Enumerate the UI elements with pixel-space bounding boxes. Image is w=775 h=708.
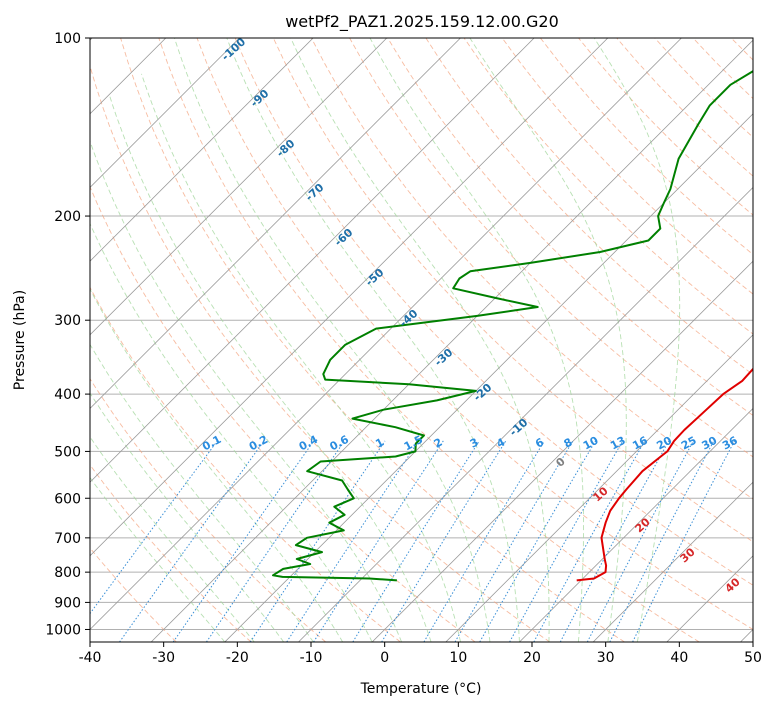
dry-adiabat-line: [90, 464, 252, 642]
isotherm-line: [298, 186, 753, 642]
mixing-ratio-line: [172, 440, 315, 642]
x-tick-label: 30: [597, 650, 615, 666]
moist-adiabat-line: [109, 95, 432, 642]
x-axis-label: Temperature (°C): [360, 681, 482, 697]
isotherm-line: [90, 38, 609, 557]
dry-adiabat-line: [90, 547, 177, 642]
moist-adiabat-line: [469, 38, 627, 642]
isotherm-line: [90, 38, 461, 410]
dry-adiabat-line: [158, 38, 700, 642]
mixing-ratio-line: [352, 440, 480, 642]
background-lines: [90, 38, 775, 642]
mixing-ratio-label: 20: [654, 434, 674, 453]
mixing-ratio-line: [286, 440, 420, 642]
dry-adiabat-line: [120, 38, 625, 642]
mixing-ratio-label: 25: [679, 434, 699, 453]
moist-adiabat-line: [90, 288, 344, 642]
y-tick-label: 400: [54, 387, 81, 403]
dry-adiabat-line: [501, 38, 753, 295]
mixing-ratio-line: [381, 440, 507, 642]
y-tick-label: 300: [54, 313, 81, 329]
plot-frame: [89, 37, 754, 643]
y-tick-label: 900: [54, 595, 81, 611]
moist-adiabat-line: [90, 436, 255, 642]
y-tick-label: 600: [54, 491, 81, 507]
mixing-ratio-label: 10: [581, 434, 601, 453]
isotherm-line: [519, 407, 753, 642]
x-tick-label: -20: [226, 650, 249, 666]
mixing-ratio-label: 36: [720, 434, 740, 453]
isotherm-line: [150, 39, 753, 642]
moist-adiabat-line: [369, 38, 584, 642]
moist-adiabat-line: [226, 38, 520, 642]
y-tick-label: 700: [54, 531, 81, 547]
moist-adiabat-line: [90, 139, 403, 642]
isotherm-line: [592, 481, 753, 642]
mixing-ratio-label: 30: [700, 434, 720, 453]
dry-adiabat-line: [196, 38, 753, 631]
isotherm-line: [371, 260, 753, 642]
y-tick-label: 200: [54, 209, 81, 225]
isotherm-line: [90, 38, 535, 483]
mixing-ratio-line: [249, 440, 386, 642]
mixing-ratio-line: [586, 440, 694, 642]
x-tick-label: 40: [670, 650, 688, 666]
dewpoint-profile-line: [272, 70, 753, 582]
isotherm-line: [90, 38, 388, 336]
dry-adiabat-line: [90, 185, 476, 642]
mixing-ratio-line: [205, 440, 346, 642]
dry-adiabat-line: [90, 378, 326, 642]
moist-adiabat-line: [90, 476, 226, 642]
axes: -40 -30 -20 -10 0 10 20 30 40 50 100 200 300 400 500 60…: [45, 31, 762, 666]
x-tick-label: 0: [380, 650, 389, 666]
moist-adiabat-line: [290, 38, 550, 642]
isotherm-line: [90, 38, 240, 189]
y-tick-label: 100: [54, 31, 81, 47]
x-tick-label: 10: [449, 650, 467, 666]
y-tick-label: 500: [54, 444, 81, 460]
x-tick-label: -10: [300, 650, 323, 666]
isotherm-line: [445, 334, 753, 642]
dry-adiabat-line: [234, 38, 753, 586]
mixing-ratio-line: [559, 440, 670, 642]
isotherm-line: [224, 113, 753, 642]
x-tick-label: -30: [152, 650, 175, 666]
moist-adiabat-line: [141, 73, 461, 642]
x-tick-label: 20: [523, 650, 541, 666]
y-tick-label: 800: [54, 565, 81, 581]
mixing-ratio-line: [609, 440, 715, 642]
y-axis-label: Pressure (hPa): [12, 290, 28, 390]
dry-adiabat-line: [387, 38, 753, 416]
mixing-ratio-line: [454, 440, 574, 642]
mixing-ratio-line: [533, 440, 646, 642]
isotherm-line: [90, 38, 682, 631]
mixing-ratio-label: 13: [608, 434, 628, 453]
dry-adiabat-line: [311, 38, 753, 500]
moist-adiabat-line: [593, 38, 681, 642]
mixing-ratio-line: [119, 440, 265, 642]
moist-adiabat-line: [90, 222, 373, 642]
mixing-ratio-line: [423, 440, 545, 642]
plot-background: [90, 38, 753, 642]
mixing-ratio-line: [313, 440, 444, 642]
x-tick-label: 50: [744, 650, 762, 666]
dry-adiabat-line: [90, 64, 551, 642]
dry-adiabat-line: [769, 38, 775, 642]
y-tick-label: 1000: [45, 622, 81, 638]
x-tick-label: -40: [79, 650, 102, 666]
dry-adiabat-line: [425, 38, 753, 376]
temperature-profile-line: [576, 367, 753, 582]
mixing-ratio-label: 16: [630, 434, 650, 453]
moist-adiabat-line: [173, 38, 491, 642]
isotherm-line: [90, 38, 314, 262]
data-series: [272, 70, 753, 582]
chart-title: wetPf2_PAZ1.2025.159.12.00.G20: [285, 12, 559, 32]
